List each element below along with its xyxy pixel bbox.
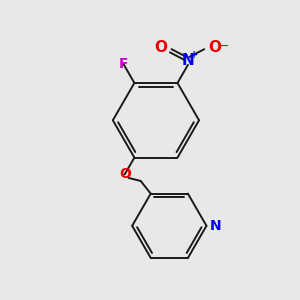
Text: −: − xyxy=(218,40,229,53)
Text: +: + xyxy=(190,50,199,60)
Text: O: O xyxy=(154,40,167,55)
Text: O: O xyxy=(209,40,222,55)
Text: F: F xyxy=(118,57,128,70)
Text: N: N xyxy=(210,219,222,233)
Text: O: O xyxy=(119,167,131,181)
Text: N: N xyxy=(182,53,194,68)
